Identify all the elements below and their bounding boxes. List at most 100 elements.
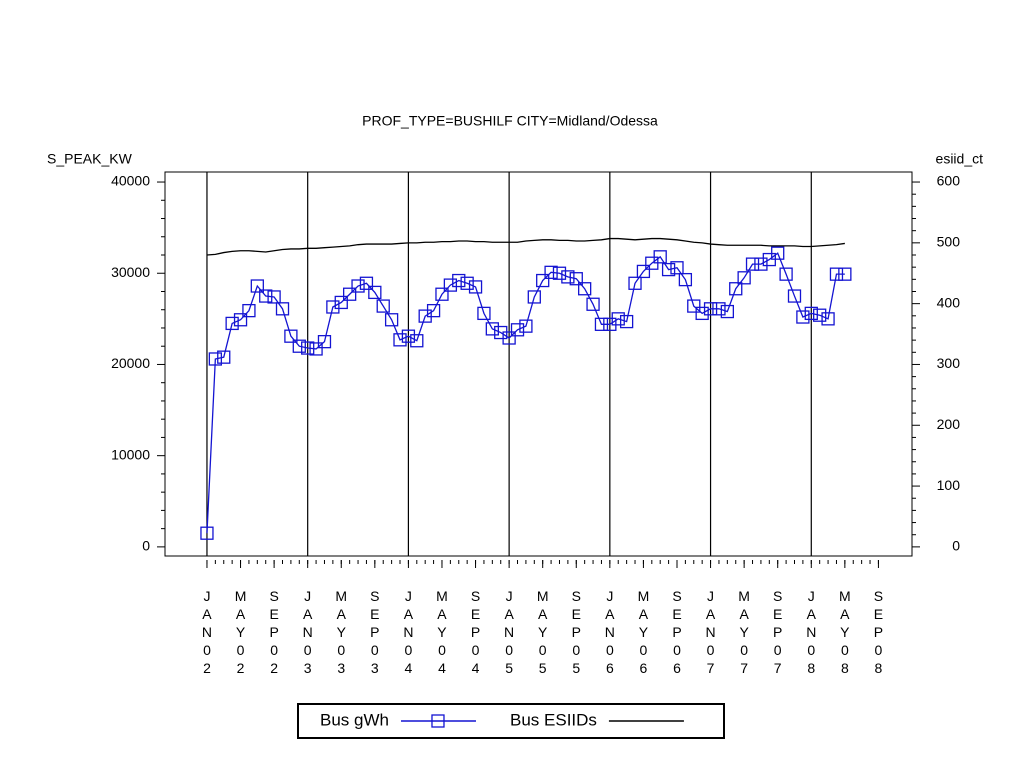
y2-tick-label: 200 xyxy=(937,416,961,432)
data-point xyxy=(712,302,726,316)
y2-tick-label: 300 xyxy=(937,355,961,371)
data-point xyxy=(225,316,239,331)
data-point xyxy=(729,282,743,296)
data-point xyxy=(242,303,256,318)
data-point xyxy=(452,273,466,288)
data-point xyxy=(754,257,768,271)
data-point xyxy=(309,342,323,356)
data-point xyxy=(804,306,818,321)
data-point xyxy=(443,278,458,292)
data-point xyxy=(578,282,592,296)
data-point xyxy=(829,267,844,281)
data-point xyxy=(208,352,223,366)
data-point xyxy=(502,331,516,345)
data-point xyxy=(745,257,760,271)
data-point xyxy=(779,267,793,281)
data-point xyxy=(536,273,550,288)
data-point xyxy=(519,319,533,333)
series-line xyxy=(206,252,845,534)
data-point xyxy=(200,526,214,540)
data-point xyxy=(552,266,567,280)
data-point xyxy=(636,264,651,279)
data-point xyxy=(687,299,701,313)
y2-tick-label: 600 xyxy=(937,173,961,189)
data-point xyxy=(233,313,248,327)
data-point xyxy=(426,303,441,318)
y2-tick-label: 400 xyxy=(937,294,961,310)
data-point xyxy=(510,323,525,337)
data-point xyxy=(259,289,273,303)
data-point xyxy=(393,333,407,347)
legend-box xyxy=(297,703,725,739)
legend-marker xyxy=(431,714,445,728)
data-point xyxy=(468,280,483,294)
data-point xyxy=(435,287,449,301)
data-point xyxy=(334,295,348,310)
data-point xyxy=(292,339,306,353)
data-point xyxy=(384,313,399,327)
data-point xyxy=(594,317,609,331)
data-point xyxy=(317,335,332,349)
data-point xyxy=(544,265,558,279)
data-point xyxy=(351,279,365,293)
series-line xyxy=(206,237,845,256)
data-point xyxy=(401,329,416,343)
data-point xyxy=(678,272,693,287)
y2-tick-label: 500 xyxy=(937,234,961,250)
data-point xyxy=(527,290,541,304)
y-tick-label: 10000 xyxy=(111,446,150,462)
data-point xyxy=(410,334,424,348)
data-point xyxy=(771,246,785,260)
data-point xyxy=(586,297,600,311)
data-point xyxy=(695,306,709,321)
data-point xyxy=(485,322,499,336)
chart-title: PROF_TYPE=BUSHILF CITY=Midland/Odessa xyxy=(362,113,658,129)
y-tick-label: 40000 xyxy=(111,173,150,189)
data-point xyxy=(284,329,298,343)
legend-label: Bus ESIIDs xyxy=(510,710,597,729)
data-point xyxy=(838,267,852,281)
data-point xyxy=(376,299,390,313)
y-tick-label: 20000 xyxy=(111,355,150,371)
data-point xyxy=(661,262,676,277)
plot-frame xyxy=(164,171,913,557)
data-point xyxy=(477,306,491,321)
y-axis-label: S_PEAK_KW xyxy=(47,151,133,167)
data-point xyxy=(703,302,718,316)
data-point xyxy=(275,302,290,316)
y2-tick-label: 100 xyxy=(937,477,961,493)
data-point xyxy=(813,308,827,322)
data-point xyxy=(569,272,583,286)
data-point xyxy=(561,270,575,284)
data-point xyxy=(267,290,281,304)
data-point xyxy=(611,312,625,326)
data-point xyxy=(343,287,357,301)
data-point xyxy=(720,304,734,319)
y2-axis-label: esiid_ct xyxy=(936,151,984,167)
data-point xyxy=(217,350,231,364)
data-point xyxy=(301,341,315,355)
data-point xyxy=(787,289,802,303)
data-point xyxy=(821,312,835,326)
data-point xyxy=(796,310,810,324)
data-point xyxy=(359,276,374,290)
